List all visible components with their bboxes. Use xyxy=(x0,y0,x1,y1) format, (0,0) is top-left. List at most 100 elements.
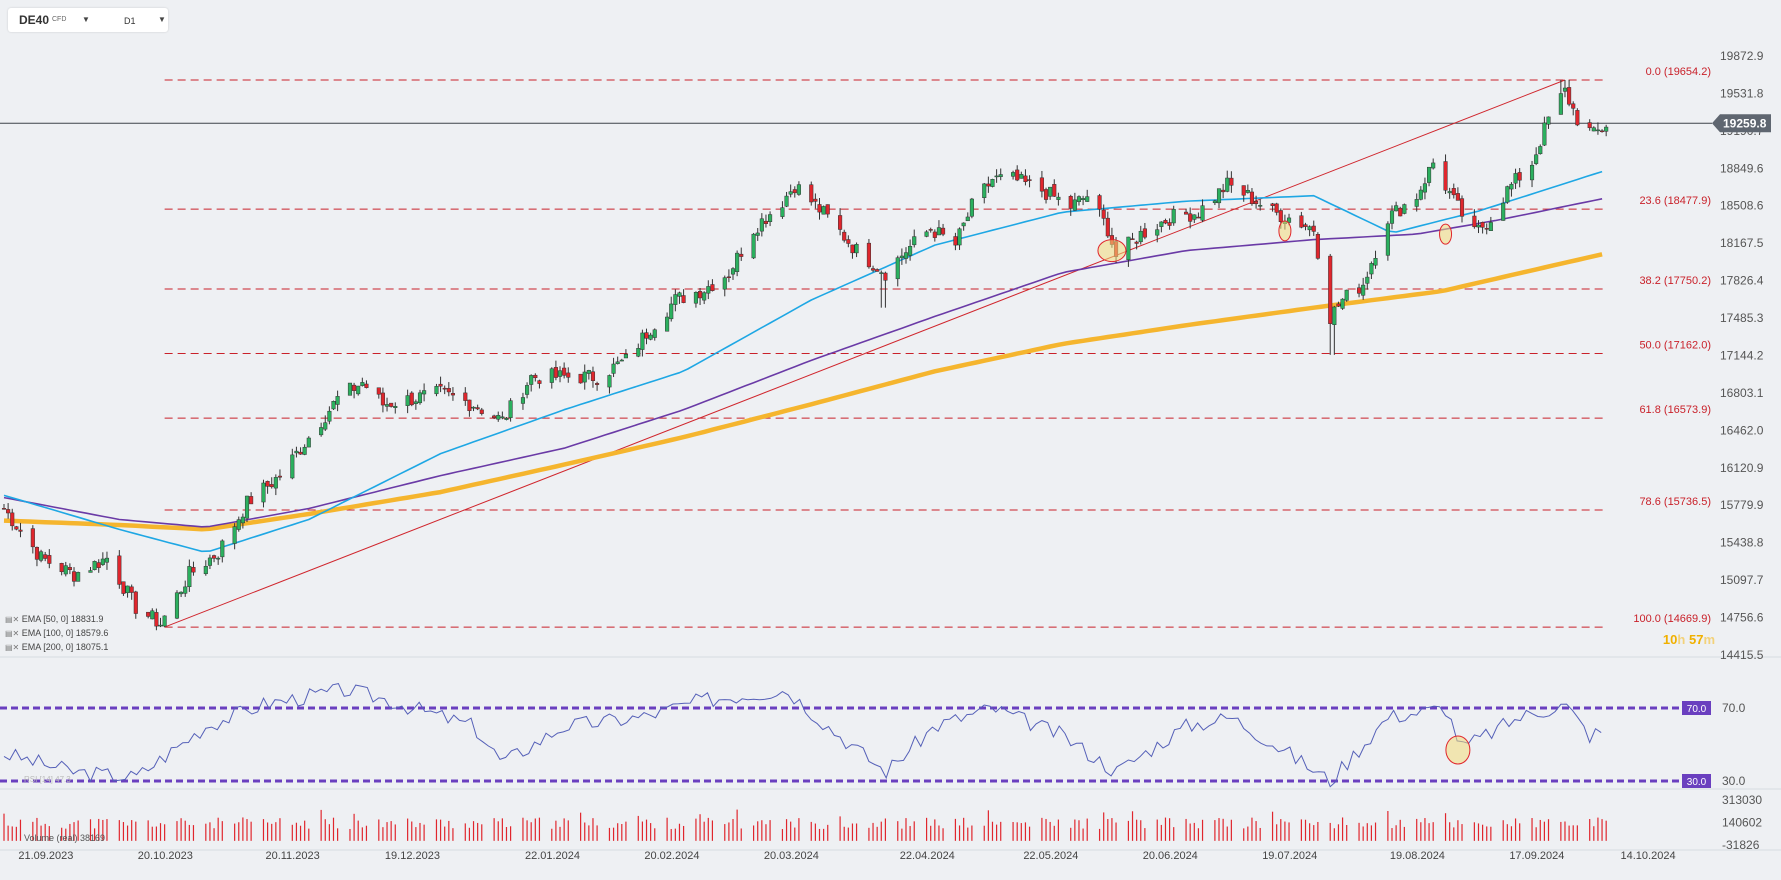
candle-body xyxy=(306,437,311,448)
candle-body xyxy=(207,557,212,566)
candle-body xyxy=(1373,258,1378,266)
candle-body xyxy=(347,382,353,396)
candle-body xyxy=(1278,210,1283,223)
candle-body xyxy=(104,557,110,563)
indicator-label: EMA [100, 0] 18579.6 xyxy=(21,628,109,638)
candle-body xyxy=(908,246,913,256)
fib-level-label: 100.0 (14669.9) xyxy=(1633,613,1711,625)
candle-body xyxy=(854,244,859,254)
candle-body xyxy=(1369,263,1374,275)
candle-body xyxy=(331,401,336,410)
candle-body xyxy=(216,557,221,560)
candle-body xyxy=(352,384,357,391)
candle-body xyxy=(183,586,188,594)
candle-body xyxy=(302,446,307,455)
candle-body xyxy=(319,427,324,436)
candle-body xyxy=(1188,213,1193,222)
candle-body xyxy=(1303,224,1308,227)
indicator-label: EMA [50, 0] 18831.9 xyxy=(21,614,104,624)
candle-body xyxy=(393,405,398,408)
candle-body xyxy=(1056,196,1061,200)
candle-body xyxy=(636,348,641,357)
y-axis-tick-label: 15097.7 xyxy=(1720,573,1764,587)
candle-body xyxy=(553,367,558,378)
candle-body xyxy=(76,572,81,582)
timeframe-label[interactable]: D1 xyxy=(124,16,136,26)
candle-body xyxy=(1159,221,1164,227)
candle-body xyxy=(965,216,970,222)
candle-body xyxy=(1101,209,1106,219)
candle-body xyxy=(866,242,871,268)
candle-body xyxy=(323,422,328,430)
candle-body xyxy=(125,585,130,594)
candle-body xyxy=(96,562,101,568)
candle-body xyxy=(1023,175,1028,182)
candle-body xyxy=(1365,276,1370,284)
current-price-badge xyxy=(1712,114,1771,133)
candle-body xyxy=(1171,209,1176,224)
candle-body xyxy=(529,375,534,385)
candle-body xyxy=(619,359,624,362)
candle-body xyxy=(405,395,410,406)
candle-body xyxy=(1418,189,1423,200)
candle-body xyxy=(1155,229,1160,236)
settings-icon[interactable]: ▤✕ xyxy=(5,643,20,652)
symbol-dropdown-icon[interactable]: ▼ xyxy=(82,15,90,24)
volume-axis-tick-label: -31826 xyxy=(1722,838,1760,852)
candle-body xyxy=(1015,169,1020,181)
candle-body xyxy=(150,610,155,620)
candle-body xyxy=(1517,172,1522,181)
candle-body xyxy=(117,555,122,585)
candle-body xyxy=(417,392,423,404)
x-axis-tick-label: 22.04.2024 xyxy=(900,850,955,862)
candle-body xyxy=(463,392,468,401)
candle-body xyxy=(735,252,740,272)
candle-body xyxy=(961,222,966,227)
candle-body xyxy=(763,220,769,224)
highlight-ellipse xyxy=(1097,239,1127,263)
x-axis-tick-label: 19.08.2024 xyxy=(1390,850,1445,862)
y-axis-tick-label: 15779.9 xyxy=(1720,498,1764,512)
settings-icon[interactable]: ▤✕ xyxy=(5,615,20,624)
candle-body xyxy=(146,611,151,617)
candle-body xyxy=(1328,255,1333,324)
candle-body xyxy=(957,228,962,246)
y-axis-tick-label: 17144.2 xyxy=(1720,349,1764,363)
candle-body xyxy=(969,198,974,217)
candle-body xyxy=(623,354,628,359)
fib-level-label: 23.6 (18477.9) xyxy=(1639,195,1711,207)
candle-body xyxy=(1011,172,1016,177)
candle-body xyxy=(566,372,571,378)
candle-body xyxy=(1427,166,1432,183)
candle-body xyxy=(413,401,418,404)
x-axis-tick-label: 14.10.2024 xyxy=(1621,850,1676,862)
candle-body xyxy=(34,546,39,560)
candle-body xyxy=(30,528,35,548)
candle-body xyxy=(932,231,937,238)
settings-icon[interactable]: ▤✕ xyxy=(5,629,20,638)
candle-body xyxy=(294,450,299,454)
instrument-selector[interactable]: DE40 CFD ▼ D1 ▼ xyxy=(8,8,168,32)
y-axis-tick-label: 16803.1 xyxy=(1720,386,1764,400)
candle-body xyxy=(640,332,645,350)
indicator-legend-ema50[interactable]: ▤✕ EMA [50, 0] 18831.9 xyxy=(5,614,103,624)
x-axis-tick-label: 20.10.2023 xyxy=(138,850,193,862)
candle-body xyxy=(162,615,167,627)
rsi-axis-tick-label: 30.0 xyxy=(1722,774,1746,788)
candle-body xyxy=(244,495,250,519)
candle-body xyxy=(1311,225,1316,232)
candle-body xyxy=(1048,186,1053,197)
candle-body xyxy=(1286,217,1292,223)
volume-bars xyxy=(3,809,1607,841)
y-axis-tick-label: 16462.0 xyxy=(1720,423,1764,437)
indicator-legend-ema100[interactable]: ▤✕ EMA [100, 0] 18579.6 xyxy=(5,628,108,638)
candle-body xyxy=(928,229,933,231)
timeframe-dropdown-icon[interactable]: ▼ xyxy=(158,15,166,24)
rsi-legend: RSI [14] 47.3 xyxy=(24,775,71,784)
candle-body xyxy=(356,385,361,395)
candle-body xyxy=(249,496,254,505)
candle-body xyxy=(1212,200,1217,204)
indicator-legend-ema200[interactable]: ▤✕ EMA [200, 0] 18075.1 xyxy=(5,642,108,652)
